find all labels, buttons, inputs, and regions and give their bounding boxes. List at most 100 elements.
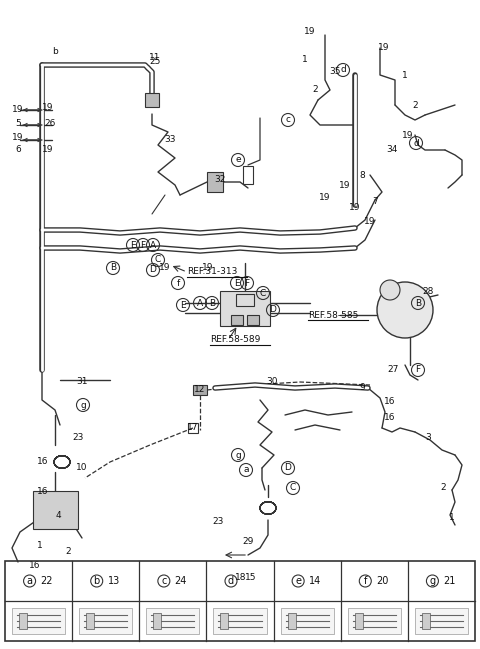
Text: a: a bbox=[26, 576, 33, 586]
Text: 25: 25 bbox=[149, 58, 161, 66]
Bar bbox=[214, 608, 266, 634]
Text: d: d bbox=[228, 576, 234, 586]
Text: 16: 16 bbox=[37, 458, 49, 467]
Bar bbox=[422, 613, 430, 629]
Text: 3: 3 bbox=[425, 434, 431, 443]
Text: E: E bbox=[234, 278, 240, 288]
Text: 2: 2 bbox=[312, 86, 318, 95]
Text: REF.31-313: REF.31-313 bbox=[187, 267, 238, 276]
Bar bbox=[236, 294, 254, 306]
Text: 20: 20 bbox=[376, 576, 388, 586]
Text: 13: 13 bbox=[108, 576, 120, 586]
Text: 29: 29 bbox=[242, 537, 254, 546]
Text: 28: 28 bbox=[422, 288, 434, 297]
Bar bbox=[146, 608, 199, 634]
Text: 10: 10 bbox=[76, 463, 88, 472]
Text: 1: 1 bbox=[449, 513, 455, 522]
Text: 19: 19 bbox=[319, 193, 331, 202]
Bar bbox=[231, 315, 243, 325]
Text: 19: 19 bbox=[339, 180, 351, 190]
Text: F: F bbox=[415, 365, 420, 374]
Bar bbox=[153, 613, 161, 629]
Text: c: c bbox=[286, 116, 290, 125]
Bar bbox=[193, 385, 207, 395]
Bar bbox=[220, 613, 228, 629]
Bar bbox=[247, 315, 259, 325]
Text: g: g bbox=[235, 450, 241, 459]
Text: g: g bbox=[80, 400, 86, 410]
Text: 19: 19 bbox=[159, 263, 171, 273]
Text: 16: 16 bbox=[29, 561, 41, 570]
Bar bbox=[145, 93, 159, 107]
Text: 11: 11 bbox=[149, 53, 161, 62]
Text: 19: 19 bbox=[202, 263, 214, 273]
Text: 30: 30 bbox=[266, 378, 278, 387]
Text: d: d bbox=[413, 138, 419, 147]
Bar bbox=[5, 561, 475, 641]
Text: 23: 23 bbox=[72, 434, 84, 443]
Text: 1: 1 bbox=[302, 56, 308, 64]
Text: c: c bbox=[161, 576, 167, 586]
Text: 19: 19 bbox=[42, 145, 54, 154]
Text: 16: 16 bbox=[37, 487, 49, 496]
Text: f: f bbox=[363, 576, 367, 586]
Text: 19: 19 bbox=[378, 43, 390, 53]
Text: A: A bbox=[197, 299, 203, 308]
Text: E: E bbox=[180, 300, 186, 310]
Text: 24: 24 bbox=[175, 576, 187, 586]
Bar bbox=[19, 613, 27, 629]
Text: 35: 35 bbox=[329, 67, 341, 77]
Circle shape bbox=[380, 280, 400, 300]
Text: 32: 32 bbox=[214, 175, 226, 184]
Text: 9: 9 bbox=[359, 384, 365, 393]
Text: 21: 21 bbox=[443, 576, 456, 586]
Text: A: A bbox=[150, 241, 156, 249]
Text: E: E bbox=[130, 241, 136, 249]
Text: d: d bbox=[340, 66, 346, 75]
Text: 8: 8 bbox=[359, 171, 365, 180]
Bar bbox=[243, 166, 253, 184]
Text: 22: 22 bbox=[40, 576, 53, 586]
Text: 12: 12 bbox=[194, 386, 206, 395]
Text: 19: 19 bbox=[12, 106, 24, 114]
Circle shape bbox=[377, 282, 433, 338]
Text: a: a bbox=[243, 465, 249, 474]
Text: 15: 15 bbox=[245, 574, 257, 583]
Text: 19: 19 bbox=[349, 204, 361, 212]
Text: 19: 19 bbox=[42, 103, 54, 112]
Bar bbox=[415, 608, 468, 634]
Text: 31: 31 bbox=[76, 378, 88, 387]
Text: e: e bbox=[235, 156, 241, 164]
Text: e: e bbox=[295, 576, 301, 586]
Text: 19: 19 bbox=[304, 27, 316, 36]
Bar bbox=[12, 608, 65, 634]
Text: 2: 2 bbox=[412, 101, 418, 110]
Text: 33: 33 bbox=[164, 136, 176, 145]
Text: 16: 16 bbox=[384, 413, 396, 422]
Text: REF.58-589: REF.58-589 bbox=[210, 336, 260, 345]
Text: 6: 6 bbox=[15, 145, 21, 154]
Text: 19: 19 bbox=[12, 132, 24, 141]
Text: REF.58-585: REF.58-585 bbox=[308, 310, 359, 319]
Bar bbox=[188, 423, 198, 433]
Text: 4: 4 bbox=[55, 511, 61, 519]
Text: 2: 2 bbox=[440, 484, 446, 493]
Bar bbox=[86, 613, 94, 629]
Text: C: C bbox=[260, 289, 266, 297]
Text: f: f bbox=[176, 278, 180, 288]
Text: 19: 19 bbox=[402, 130, 414, 140]
Text: 34: 34 bbox=[386, 145, 398, 154]
Text: 17: 17 bbox=[187, 424, 199, 432]
Bar bbox=[355, 613, 363, 629]
Text: b: b bbox=[52, 47, 58, 56]
Text: B: B bbox=[110, 263, 116, 273]
Text: 26: 26 bbox=[44, 119, 56, 127]
Text: 14: 14 bbox=[309, 576, 321, 586]
Bar bbox=[207, 172, 223, 192]
Text: 18: 18 bbox=[235, 574, 247, 583]
Bar bbox=[281, 608, 334, 634]
Bar bbox=[348, 608, 401, 634]
Text: 27: 27 bbox=[387, 365, 399, 374]
Text: 2: 2 bbox=[65, 548, 71, 556]
Bar bbox=[79, 608, 132, 634]
